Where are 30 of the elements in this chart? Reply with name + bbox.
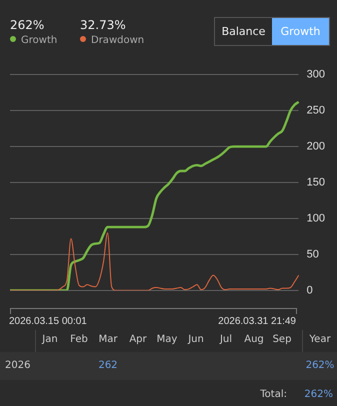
text: 2026.03.15 00:01 (9, 316, 87, 327)
y-tick-label: 250 (306, 104, 326, 117)
line-series (8, 100, 300, 290)
y-tick-label: 300 (306, 68, 326, 81)
text: 2026.03.31 21:49 (218, 316, 296, 327)
category-label: Jun (186, 334, 205, 345)
y-tick-label: 100 (306, 212, 326, 224)
category-label: May (156, 334, 178, 345)
text: 262 (98, 360, 118, 371)
legend-label: Growth (21, 35, 58, 46)
category-label: Mar (98, 334, 118, 345)
y-tick-label: 50 (306, 248, 319, 260)
category-label: Jul (218, 334, 234, 345)
category-label: Sep (272, 334, 292, 345)
y-tick-label: 200 (306, 140, 326, 153)
text: 32.73% (80, 18, 126, 32)
category-label: Apr (128, 334, 148, 345)
category-label: Aug (243, 334, 265, 345)
category-label: Year (308, 334, 332, 345)
category-label: Jan (40, 334, 59, 345)
legend-label: Drawdown (91, 35, 144, 46)
text: 262% (306, 360, 334, 371)
text: Total: (260, 389, 287, 400)
view-toggle: Balance Growth (214, 17, 330, 46)
text: 262% (10, 18, 44, 32)
category-label: 2026 (5, 360, 30, 371)
y-tick-label: 0 (306, 284, 313, 296)
text: 262% (304, 389, 333, 400)
y-tick-label: 150 (306, 176, 326, 189)
category-label: Feb (69, 334, 89, 345)
